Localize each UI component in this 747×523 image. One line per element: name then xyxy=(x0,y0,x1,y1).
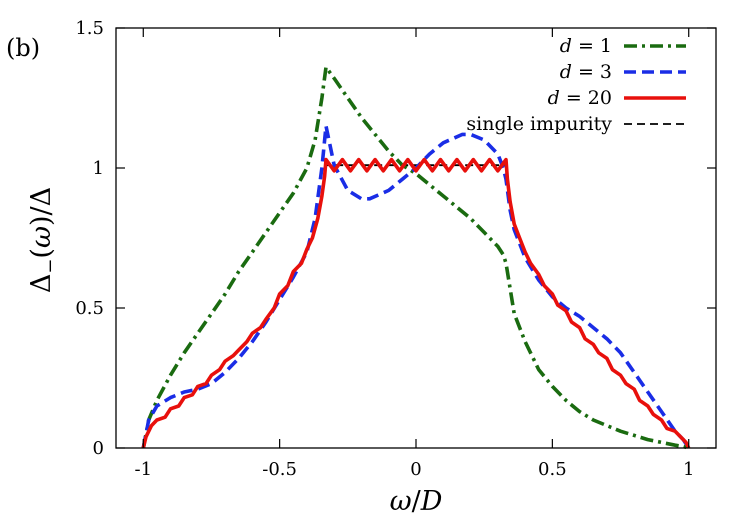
series-line-2 xyxy=(141,157,691,449)
panel-label: (b) xyxy=(6,34,40,62)
series-line-3 xyxy=(142,164,690,449)
svg-text:Δ−(ω)/Δ: Δ−(ω)/Δ xyxy=(26,187,61,293)
y-tick-label: 0 xyxy=(93,438,104,459)
legend-label-0: d = 1 xyxy=(560,35,612,57)
x-tick-label: 0 xyxy=(410,459,421,480)
series-line-1 xyxy=(141,124,691,449)
x-tick-label: -0.5 xyxy=(262,459,297,480)
y-axis-label: Δ−(ω)/Δ xyxy=(26,187,61,293)
x-tick-label: 1 xyxy=(683,459,694,480)
svg-text:ω/D: ω/D xyxy=(390,486,443,517)
y-tick-label: 0.5 xyxy=(75,298,104,319)
series-line-0 xyxy=(141,65,690,450)
x-axis-label: ω/D xyxy=(390,486,443,517)
legend-label-2: d = 20 xyxy=(548,87,612,109)
legend: d = 1 d = 3 d = 20 single impurity xyxy=(466,35,686,135)
y-tick-label: 1.5 xyxy=(75,18,104,39)
legend-label-1: d = 3 xyxy=(560,61,612,83)
y-tick-label: 1 xyxy=(93,158,104,179)
x-tick-label: -1 xyxy=(134,459,152,480)
x-tick-label: 0.5 xyxy=(538,459,567,480)
legend-label-3: single impurity xyxy=(466,113,612,135)
